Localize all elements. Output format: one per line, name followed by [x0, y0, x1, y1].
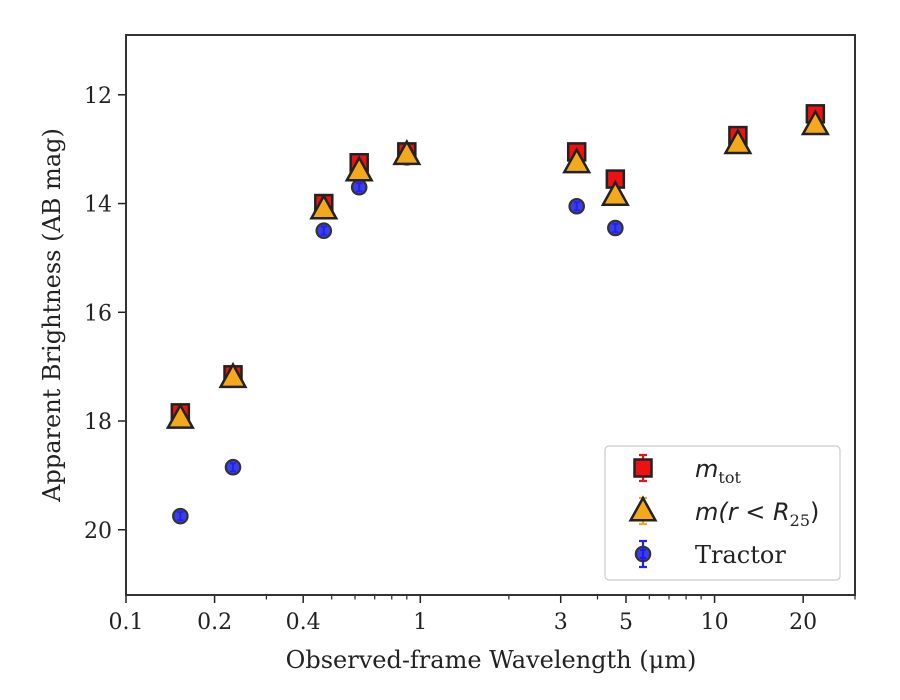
y-tick-label: 16: [84, 301, 112, 326]
error-bar: [356, 182, 363, 193]
y-tick-label: 18: [84, 410, 112, 435]
error-bar: [573, 157, 580, 168]
x-tick-label: 0.4: [286, 610, 321, 635]
error-bar: [230, 372, 237, 383]
error-bar: [177, 413, 184, 424]
legend-label-main: m(r < R: [695, 498, 790, 526]
error-bar: [320, 225, 327, 236]
legend-item-m-tot: mtot: [633, 453, 741, 487]
error-bar: [612, 223, 619, 234]
legend-frame: [604, 445, 841, 581]
legend-label-tail: ): [810, 498, 819, 526]
legend-label-subscript: 25: [790, 511, 810, 530]
y-tick-label: 12: [84, 84, 112, 109]
legend-label: mtot: [695, 455, 741, 487]
y-axis-label: Apparent Brightness (AB mag): [38, 128, 66, 503]
error-bar: [573, 201, 580, 212]
error-bar: [734, 138, 741, 149]
legend-item-m-r-r-25: m(r < R25): [628, 495, 819, 530]
error-bar: [230, 462, 237, 473]
legend-marker: [633, 458, 653, 478]
data-markers: [165, 104, 830, 525]
error-bar: [612, 190, 619, 201]
x-tick-label: 0.2: [197, 610, 232, 635]
error-bar: [356, 165, 363, 176]
legend: mtot m(r < R25) Tractor: [604, 445, 841, 581]
x-tick-label: 3: [554, 610, 568, 635]
x-tick-label: 0.1: [109, 610, 144, 635]
x-tick-label: 10: [701, 610, 729, 635]
legend-marker: [634, 545, 652, 563]
plot-frame: [125, 34, 856, 596]
x-tick-label: 5: [619, 610, 633, 635]
legend-item-tractor: Tractor: [634, 539, 786, 569]
legend-label: m(r < R25): [695, 498, 819, 530]
error-bar: [320, 203, 327, 214]
axes: 0.1 0.2 0.4 1 3 5 10 20 12 14 16 18 20: [84, 34, 856, 635]
legend-label-subscript: tot: [718, 468, 741, 487]
x-axis-label: Observed-frame Wavelength (μm): [286, 646, 697, 674]
y-tick-label: 14: [84, 193, 112, 218]
error-bar: [177, 511, 184, 522]
error-bar: [403, 149, 410, 160]
legend-label: Tractor: [695, 541, 786, 569]
legend-marker: [628, 495, 658, 522]
series-m-r-r-25: [165, 109, 830, 429]
x-tick-label: 1: [413, 610, 427, 635]
error-bar: [812, 119, 819, 130]
legend-label-main: m: [695, 455, 718, 483]
y-tick-label: 20: [84, 519, 112, 544]
x-tick-label: 20: [789, 610, 817, 635]
